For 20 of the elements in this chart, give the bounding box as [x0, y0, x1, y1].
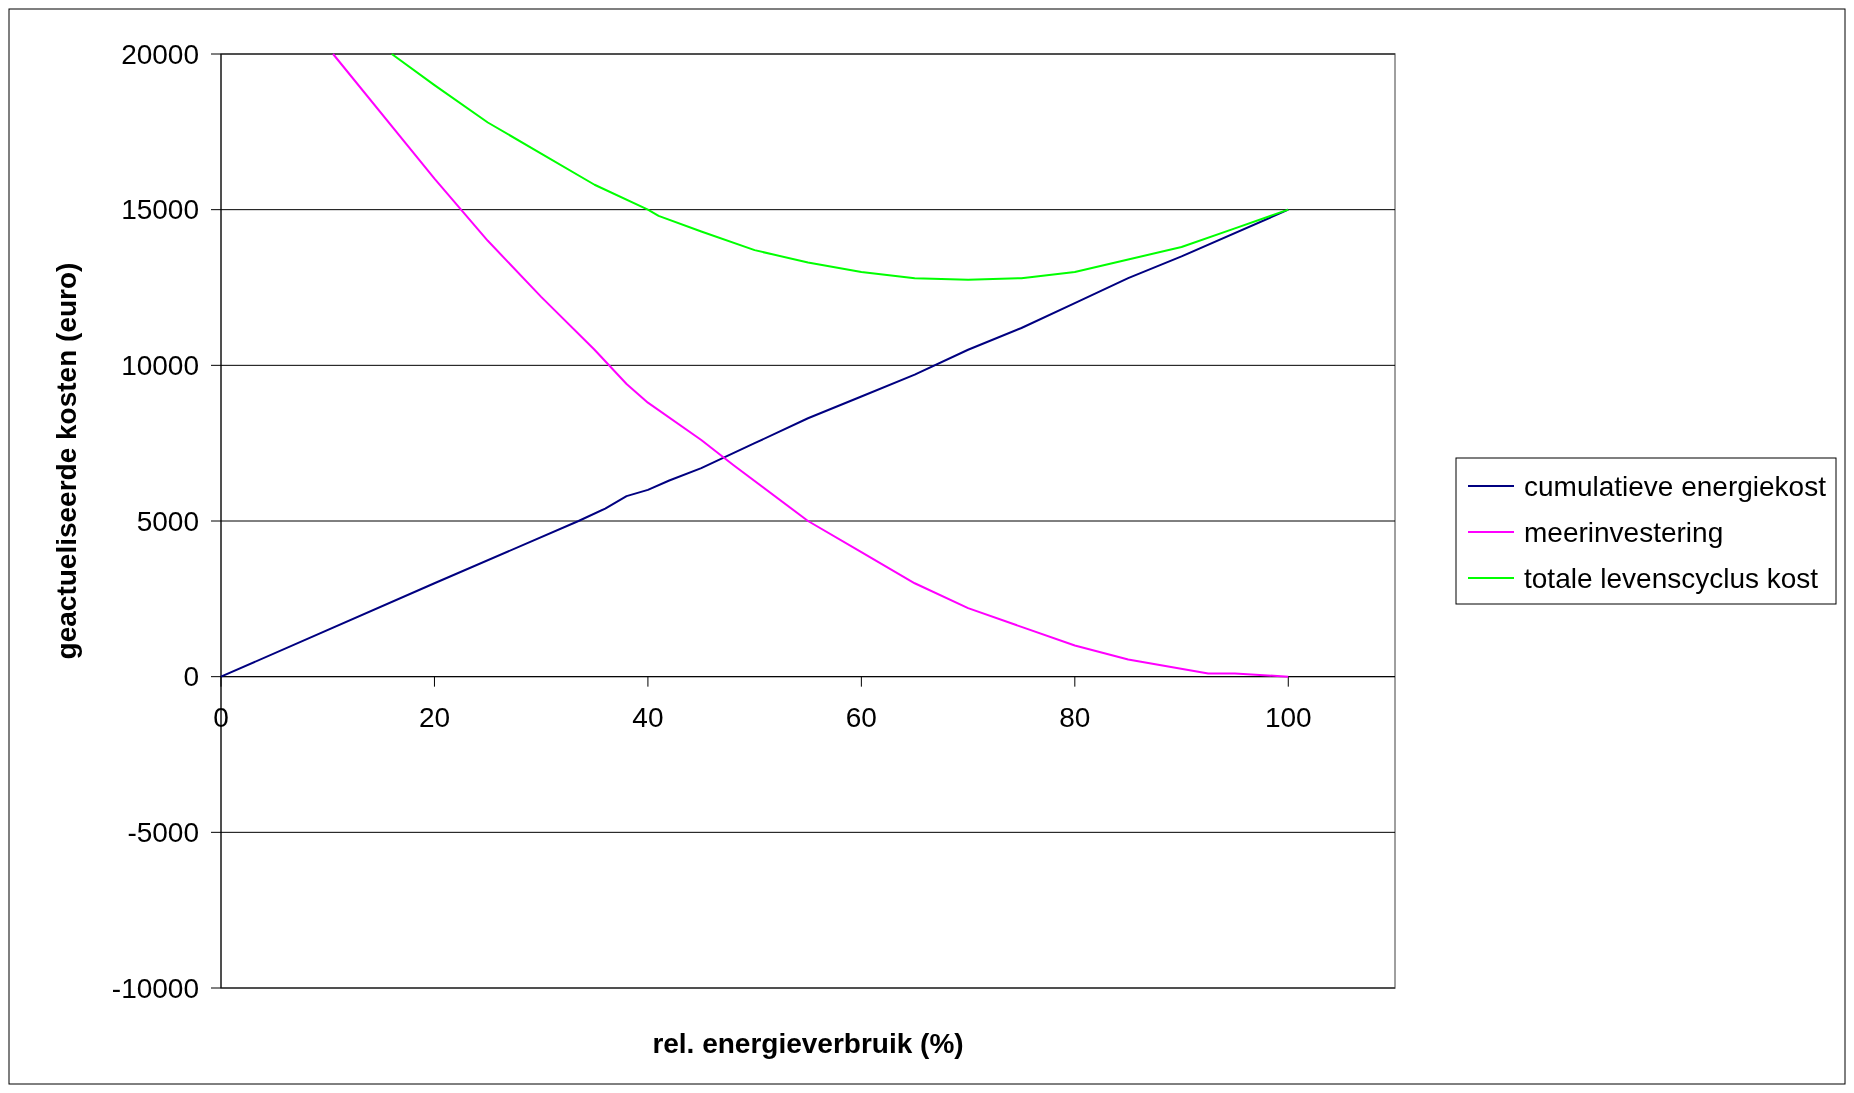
- x-tick-label: 20: [418, 701, 451, 733]
- y-tick-label: 0: [183, 661, 199, 693]
- legend-label: meerinvestering: [1524, 516, 1724, 548]
- y-tick-label: 5000: [136, 505, 199, 537]
- line-series: [220, 208, 1290, 678]
- y-tick-label: 15000: [121, 194, 199, 226]
- legend-label: cumulatieve energiekost: [1524, 470, 1827, 502]
- y-tick-label: -5000: [127, 816, 199, 848]
- y-tick-label: -10000: [111, 972, 199, 1004]
- x-tick-label: 80: [1059, 701, 1091, 733]
- x-tick-label: 100: [1264, 701, 1312, 733]
- x-tick-label: 40: [632, 701, 664, 733]
- line-series: [332, 53, 1290, 678]
- y-tick-label: 10000: [121, 349, 199, 381]
- line-series: [390, 53, 1290, 281]
- x-axis-title: rel. energieverbruik (%): [652, 1028, 964, 1059]
- legend-label: totale levenscyclus kost: [1524, 562, 1819, 594]
- y-tick-label: 20000: [121, 38, 199, 70]
- y-axis-title: geactueliseerde kosten (euro): [51, 262, 82, 660]
- x-tick-label: 60: [845, 701, 877, 733]
